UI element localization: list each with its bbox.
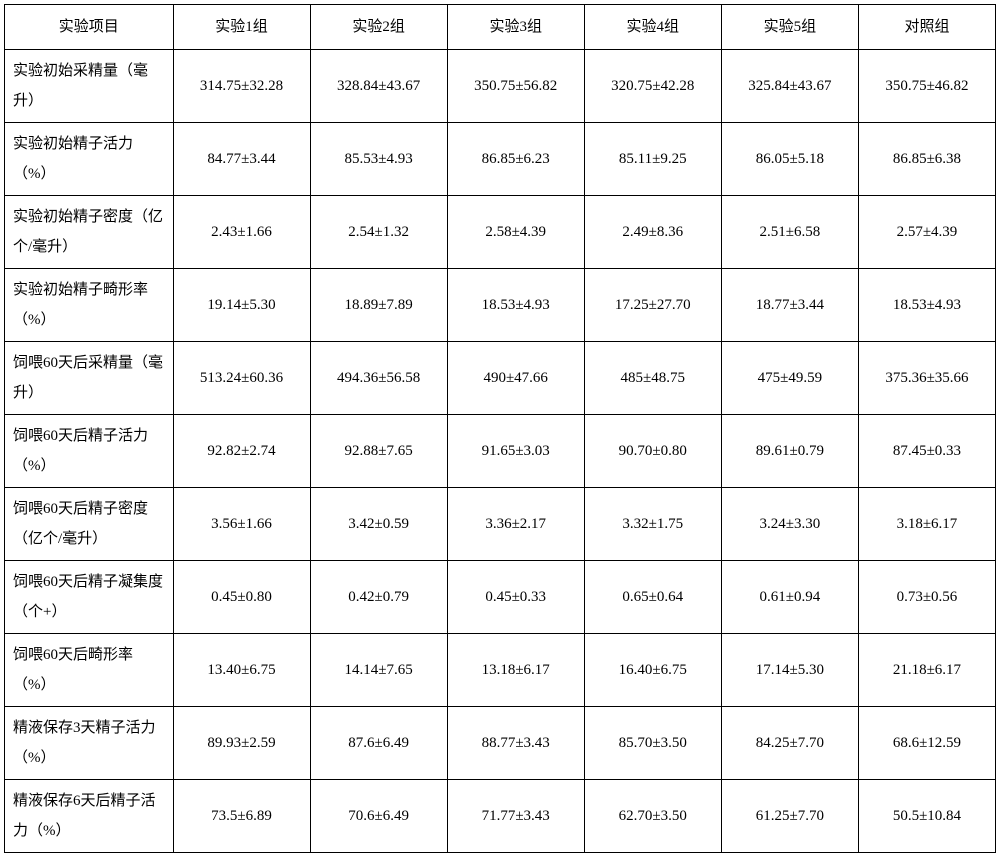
data-cell: 68.6±12.59 bbox=[858, 707, 995, 780]
data-cell: 0.65±0.64 bbox=[584, 561, 721, 634]
data-cell: 86.85±6.23 bbox=[447, 123, 584, 196]
row-label: 饲喂60天后采精量（毫升） bbox=[5, 342, 174, 415]
data-cell: 3.42±0.59 bbox=[310, 488, 447, 561]
data-cell: 91.65±3.03 bbox=[447, 415, 584, 488]
table-row: 饲喂60天后畸形率（%）13.40±6.7514.14±7.6513.18±6.… bbox=[5, 634, 996, 707]
data-cell: 14.14±7.65 bbox=[310, 634, 447, 707]
data-cell: 84.25±7.70 bbox=[721, 707, 858, 780]
data-cell: 2.54±1.32 bbox=[310, 196, 447, 269]
row-label: 实验初始精子畸形率（%） bbox=[5, 269, 174, 342]
data-cell: 0.45±0.33 bbox=[447, 561, 584, 634]
data-cell: 85.70±3.50 bbox=[584, 707, 721, 780]
data-cell: 19.14±5.30 bbox=[173, 269, 310, 342]
data-cell: 86.85±6.38 bbox=[858, 123, 995, 196]
row-label: 饲喂60天后精子活力（%） bbox=[5, 415, 174, 488]
data-cell: 375.36±35.66 bbox=[858, 342, 995, 415]
data-cell: 18.53±4.93 bbox=[858, 269, 995, 342]
data-cell: 17.25±27.70 bbox=[584, 269, 721, 342]
data-cell: 350.75±46.82 bbox=[858, 50, 995, 123]
data-cell: 16.40±6.75 bbox=[584, 634, 721, 707]
row-label: 实验初始精子活力（%） bbox=[5, 123, 174, 196]
data-cell: 87.45±0.33 bbox=[858, 415, 995, 488]
col-header: 实验项目 bbox=[5, 5, 174, 50]
data-cell: 18.77±3.44 bbox=[721, 269, 858, 342]
data-cell: 13.40±6.75 bbox=[173, 634, 310, 707]
table-row: 饲喂60天后采精量（毫升）513.24±60.36494.36±56.58490… bbox=[5, 342, 996, 415]
data-cell: 50.5±10.84 bbox=[858, 780, 995, 853]
data-cell: 84.77±3.44 bbox=[173, 123, 310, 196]
data-cell: 88.77±3.43 bbox=[447, 707, 584, 780]
data-cell: 13.18±6.17 bbox=[447, 634, 584, 707]
data-cell: 3.32±1.75 bbox=[584, 488, 721, 561]
data-cell: 2.51±6.58 bbox=[721, 196, 858, 269]
data-cell: 92.88±7.65 bbox=[310, 415, 447, 488]
data-cell: 0.42±0.79 bbox=[310, 561, 447, 634]
data-cell: 325.84±43.67 bbox=[721, 50, 858, 123]
table-row: 精液保存6天后精子活力（%）73.5±6.8970.6±6.4971.77±3.… bbox=[5, 780, 996, 853]
table-body: 实验初始采精量（毫升）314.75±32.28328.84±43.67350.7… bbox=[5, 50, 996, 853]
table-row: 实验初始采精量（毫升）314.75±32.28328.84±43.67350.7… bbox=[5, 50, 996, 123]
data-cell: 62.70±3.50 bbox=[584, 780, 721, 853]
data-cell: 0.61±0.94 bbox=[721, 561, 858, 634]
data-cell: 485±48.75 bbox=[584, 342, 721, 415]
col-header: 实验3组 bbox=[447, 5, 584, 50]
row-label: 饲喂60天后精子密度（亿个/毫升） bbox=[5, 488, 174, 561]
table-header-row: 实验项目 实验1组 实验2组 实验3组 实验4组 实验5组 对照组 bbox=[5, 5, 996, 50]
experiment-data-table: 实验项目 实验1组 实验2组 实验3组 实验4组 实验5组 对照组 实验初始采精… bbox=[4, 4, 996, 853]
data-cell: 2.57±4.39 bbox=[858, 196, 995, 269]
data-cell: 18.53±4.93 bbox=[447, 269, 584, 342]
row-label: 精液保存6天后精子活力（%） bbox=[5, 780, 174, 853]
data-cell: 21.18±6.17 bbox=[858, 634, 995, 707]
data-cell: 90.70±0.80 bbox=[584, 415, 721, 488]
col-header: 对照组 bbox=[858, 5, 995, 50]
table-row: 精液保存3天精子活力（%）89.93±2.5987.6±6.4988.77±3.… bbox=[5, 707, 996, 780]
data-cell: 3.18±6.17 bbox=[858, 488, 995, 561]
table-row: 实验初始精子畸形率（%）19.14±5.3018.89±7.8918.53±4.… bbox=[5, 269, 996, 342]
data-cell: 73.5±6.89 bbox=[173, 780, 310, 853]
data-cell: 490±47.66 bbox=[447, 342, 584, 415]
table-row: 实验初始精子密度（亿个/毫升）2.43±1.662.54±1.322.58±4.… bbox=[5, 196, 996, 269]
data-cell: 0.45±0.80 bbox=[173, 561, 310, 634]
data-cell: 2.49±8.36 bbox=[584, 196, 721, 269]
row-label: 饲喂60天后畸形率（%） bbox=[5, 634, 174, 707]
data-cell: 85.11±9.25 bbox=[584, 123, 721, 196]
data-cell: 3.24±3.30 bbox=[721, 488, 858, 561]
data-cell: 314.75±32.28 bbox=[173, 50, 310, 123]
data-cell: 3.56±1.66 bbox=[173, 488, 310, 561]
data-cell: 86.05±5.18 bbox=[721, 123, 858, 196]
data-cell: 475±49.59 bbox=[721, 342, 858, 415]
data-cell: 2.58±4.39 bbox=[447, 196, 584, 269]
data-cell: 350.75±56.82 bbox=[447, 50, 584, 123]
data-cell: 0.73±0.56 bbox=[858, 561, 995, 634]
data-cell: 17.14±5.30 bbox=[721, 634, 858, 707]
data-cell: 513.24±60.36 bbox=[173, 342, 310, 415]
row-label: 饲喂60天后精子凝集度（个+） bbox=[5, 561, 174, 634]
data-cell: 3.36±2.17 bbox=[447, 488, 584, 561]
data-cell: 320.75±42.28 bbox=[584, 50, 721, 123]
data-cell: 71.77±3.43 bbox=[447, 780, 584, 853]
col-header: 实验4组 bbox=[584, 5, 721, 50]
table-row: 实验初始精子活力（%）84.77±3.4485.53±4.9386.85±6.2… bbox=[5, 123, 996, 196]
data-cell: 328.84±43.67 bbox=[310, 50, 447, 123]
table-row: 饲喂60天后精子凝集度（个+）0.45±0.800.42±0.790.45±0.… bbox=[5, 561, 996, 634]
data-cell: 92.82±2.74 bbox=[173, 415, 310, 488]
col-header: 实验1组 bbox=[173, 5, 310, 50]
data-cell: 70.6±6.49 bbox=[310, 780, 447, 853]
row-label: 实验初始精子密度（亿个/毫升） bbox=[5, 196, 174, 269]
col-header: 实验2组 bbox=[310, 5, 447, 50]
data-cell: 85.53±4.93 bbox=[310, 123, 447, 196]
data-cell: 61.25±7.70 bbox=[721, 780, 858, 853]
data-cell: 18.89±7.89 bbox=[310, 269, 447, 342]
data-cell: 494.36±56.58 bbox=[310, 342, 447, 415]
col-header: 实验5组 bbox=[721, 5, 858, 50]
row-label: 实验初始采精量（毫升） bbox=[5, 50, 174, 123]
row-label: 精液保存3天精子活力（%） bbox=[5, 707, 174, 780]
data-cell: 2.43±1.66 bbox=[173, 196, 310, 269]
data-cell: 89.61±0.79 bbox=[721, 415, 858, 488]
data-cell: 87.6±6.49 bbox=[310, 707, 447, 780]
table-row: 饲喂60天后精子活力（%）92.82±2.7492.88±7.6591.65±3… bbox=[5, 415, 996, 488]
table-row: 饲喂60天后精子密度（亿个/毫升）3.56±1.663.42±0.593.36±… bbox=[5, 488, 996, 561]
data-cell: 89.93±2.59 bbox=[173, 707, 310, 780]
